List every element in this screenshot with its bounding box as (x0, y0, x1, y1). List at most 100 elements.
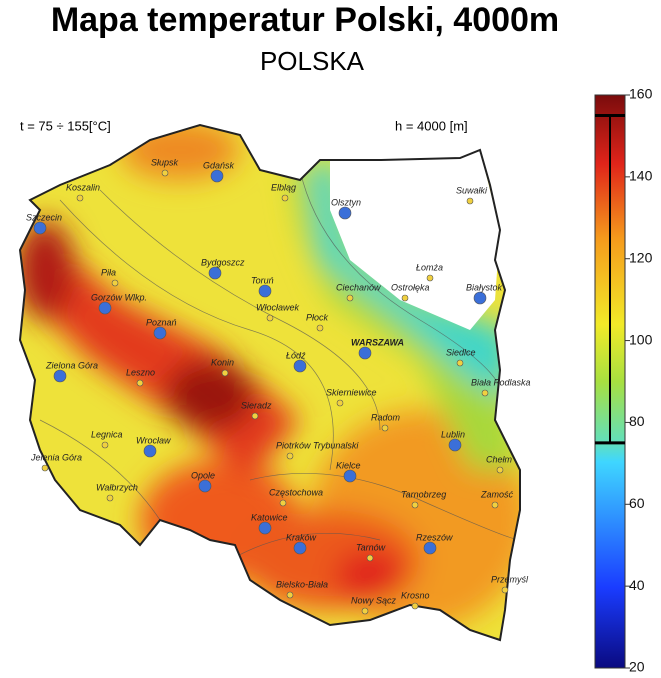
colorbar-tick-label: 160 (629, 86, 653, 102)
city-label: Legnica (91, 429, 123, 439)
town-dot (316, 324, 324, 332)
city-dot (258, 284, 272, 298)
city-label: Koszalin (66, 182, 100, 192)
city-label: Białystok (466, 282, 503, 292)
city-dot (258, 521, 272, 535)
city-label: Radom (371, 412, 401, 422)
city-label: Elbląg (271, 182, 296, 192)
city-label: Częstochowa (269, 487, 323, 497)
city-label: Siedlce (446, 347, 476, 357)
town-dot (286, 452, 294, 460)
town-dot (456, 359, 464, 367)
city-dot (198, 479, 212, 493)
city-label: Szczecin (26, 212, 62, 222)
city-label: Leszno (126, 367, 155, 377)
city-dot (358, 346, 372, 360)
city-dot (153, 326, 167, 340)
depth-note: h = 4000 [m] (395, 118, 468, 133)
city-label: Tarnów (356, 542, 386, 552)
city-label: Chełm (486, 454, 513, 464)
town-dot (221, 369, 229, 377)
town-dot (466, 197, 474, 205)
city-label: Zamość (480, 489, 514, 499)
title: Mapa temperatur Polski, 4000m (51, 1, 559, 39)
city-label: Suwałki (456, 185, 488, 195)
city-dot (343, 469, 357, 483)
city-label: Bielsko-Biała (276, 579, 328, 589)
city-label: Ostrołęka (391, 282, 430, 292)
town-dot (336, 399, 344, 407)
town-dot (76, 194, 84, 202)
city-label: Włocławek (256, 302, 300, 312)
city-label: Opole (191, 470, 215, 480)
town-dot (496, 466, 504, 474)
city-label: Wrocław (136, 435, 171, 445)
city-dot (293, 541, 307, 555)
city-label: Bydgoszcz (201, 257, 245, 267)
town-dot (106, 494, 114, 502)
colorbar-axis: 20 40 60 80 100 120 140 160 (595, 86, 653, 675)
colorbar-tick-label: 40 (629, 577, 645, 593)
city-dot (208, 266, 222, 280)
town-dot (381, 424, 389, 432)
colorbar-tick-label: 100 (629, 331, 653, 347)
city-label: Krosno (401, 590, 430, 600)
city-label: Przemyśl (491, 574, 529, 584)
town-dot (281, 194, 289, 202)
city-label: Olsztyn (331, 197, 361, 207)
city-label: Jelenia Góra (30, 452, 82, 462)
town-dot (411, 501, 419, 509)
town-dot (401, 294, 409, 302)
city-label: Piotrków Trybunalski (276, 440, 359, 450)
city-dot (293, 359, 307, 373)
city-label: Kielce (336, 460, 361, 470)
town-dot (136, 379, 144, 387)
city-dot (33, 221, 47, 235)
city-label: Wałbrzych (96, 482, 138, 492)
temperature-range-note: t = 75 ÷ 155[°C] (20, 118, 111, 133)
town-dot (111, 279, 119, 287)
city-label: Rzeszów (416, 532, 453, 542)
town-dot (426, 274, 434, 282)
town-dot (411, 602, 419, 610)
colorbar-tick-label: 140 (629, 168, 653, 184)
town-dot (361, 607, 369, 615)
city-label: Ciechanów (336, 282, 381, 292)
town-dot (161, 169, 169, 177)
city-label: WARSZAWA (351, 337, 404, 347)
city-dot (210, 169, 224, 183)
city-label: Łódź (286, 350, 306, 360)
town-dot (41, 464, 49, 472)
city-label: Piła (101, 267, 116, 277)
city-label: Poznań (146, 317, 177, 327)
city-label: Biała Podlaska (471, 377, 531, 387)
city-label: Płock (306, 312, 329, 322)
city-label: Sieradz (241, 400, 272, 410)
city-label: Tarnobrzeg (401, 489, 446, 499)
city-label: Toruń (251, 275, 274, 285)
city-label: Konin (211, 357, 234, 367)
city-label: Łomża (416, 262, 443, 272)
city-label: Skierniewice (326, 387, 377, 397)
city-dot (98, 301, 112, 315)
city-label: Gorzów Wlkp. (91, 292, 147, 302)
colorbar-tick-label: 120 (629, 249, 653, 265)
colorbar-tick-label: 80 (629, 413, 645, 429)
town-dot (346, 294, 354, 302)
town-dot (501, 586, 509, 594)
city-label: Katowice (251, 512, 288, 522)
city-dot (423, 541, 437, 555)
town-dot (481, 389, 489, 397)
subtitle: POLSKA (260, 46, 365, 76)
town-dot (101, 441, 109, 449)
city-layer: Słupsk Gdańsk Koszalin Elbląg Olsztyn Suwałki… (26, 157, 531, 615)
city-dot (448, 438, 462, 452)
city-dot (338, 206, 352, 220)
city-label: Gdańsk (203, 160, 235, 170)
town-dot (266, 314, 274, 322)
city-label: Zielona Góra (45, 360, 98, 370)
town-dot (251, 412, 259, 420)
city-label: Słupsk (151, 157, 179, 167)
city-label: Lublin (441, 429, 465, 439)
